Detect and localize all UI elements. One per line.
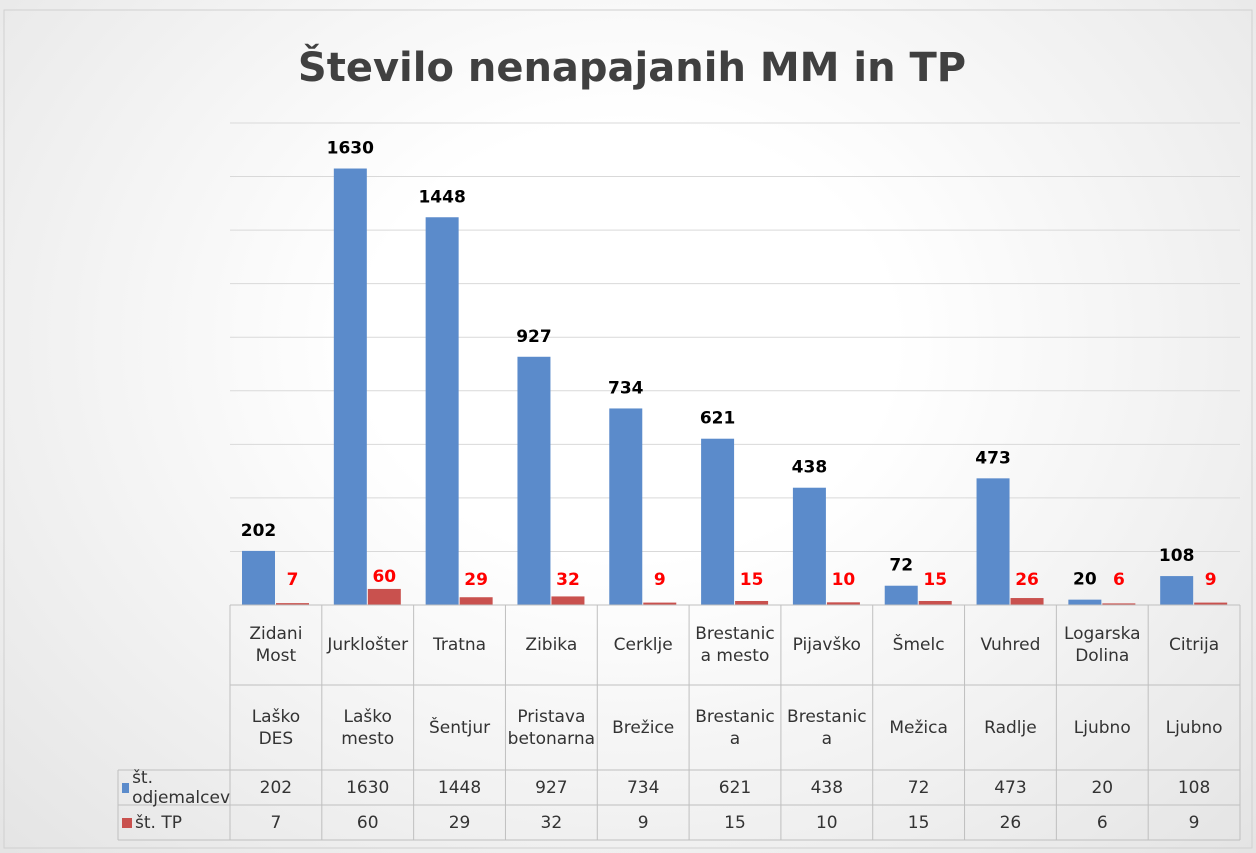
category-label: Vuhred <box>980 635 1041 655</box>
table-value: 20 <box>1091 777 1114 798</box>
table-value: 734 <box>626 777 660 798</box>
legend-entry: št. TP <box>118 805 230 840</box>
bar <box>1068 599 1102 605</box>
chart-title: Število nenapajanih MM in TP <box>298 43 966 91</box>
table-value: 26 <box>999 812 1022 833</box>
category-label: Šentjur <box>428 717 491 738</box>
table-value: 72 <box>907 777 930 798</box>
category-label: Brestanica <box>695 706 775 749</box>
category-label: Pristava betonarna <box>507 706 596 749</box>
category-label: Mežica <box>889 717 948 738</box>
category-label: Pijavško <box>792 635 861 655</box>
table-value: 15 <box>724 812 746 833</box>
table-value: 9 <box>1188 812 1200 833</box>
table-value: 60 <box>356 812 379 833</box>
table-value: 1630 <box>346 777 390 798</box>
category-label: Šmelc <box>892 635 945 655</box>
bar <box>701 438 735 605</box>
data-label: 26 <box>1015 570 1039 590</box>
bar <box>1102 603 1136 605</box>
table-value: 10 <box>815 812 838 833</box>
category-label: Logarska Dolina <box>1063 624 1141 666</box>
bar <box>242 550 275 605</box>
data-label: 15 <box>740 570 764 590</box>
table-value: 202 <box>259 777 293 798</box>
data-label: 9 <box>654 570 666 590</box>
category-label: Brežice <box>612 717 675 738</box>
category-label: Laško mesto <box>341 706 395 749</box>
table-value: 6 <box>1096 812 1108 833</box>
bar <box>609 408 643 605</box>
data-label: 20 <box>1073 570 1097 590</box>
data-label: 734 <box>608 378 644 398</box>
category-label: Zidani Most <box>249 624 303 666</box>
data-label: 1448 <box>418 187 465 207</box>
legend-label: št. odjemalcev <box>132 767 231 808</box>
bar <box>367 588 401 605</box>
table-value: 29 <box>448 812 471 833</box>
category-label: Ljubno <box>1165 717 1223 738</box>
category-label: Zibika <box>525 635 578 655</box>
table-value: 108 <box>1177 777 1211 798</box>
legend-entry: št. odjemalcev <box>118 767 231 808</box>
bar <box>792 487 826 605</box>
bar <box>643 602 677 605</box>
bar <box>333 168 367 605</box>
category-label: Brestanica mesto <box>695 624 775 666</box>
bar <box>517 356 551 605</box>
table-value: 32 <box>540 812 563 833</box>
category-label: Brestanica <box>787 706 867 749</box>
table-value: 15 <box>907 812 930 833</box>
data-label: 1630 <box>327 139 374 159</box>
bar <box>425 217 459 605</box>
data-label: 927 <box>516 327 552 347</box>
bar <box>1010 598 1044 605</box>
bar <box>276 603 309 605</box>
table-value: 7 <box>270 812 282 833</box>
chart-border <box>3 9 1253 849</box>
table-value: 438 <box>810 777 844 798</box>
data-label: 9 <box>1205 570 1217 590</box>
category-label: Jurklošter <box>327 635 409 655</box>
data-label: 438 <box>792 458 828 478</box>
category-label: Radlje <box>984 717 1037 738</box>
bar <box>1194 602 1228 605</box>
table-value: 9 <box>637 812 649 833</box>
data-label: 108 <box>1159 546 1195 566</box>
data-label: 15 <box>923 570 947 590</box>
data-label: 473 <box>975 448 1011 468</box>
data-label: 202 <box>241 521 277 541</box>
bar <box>976 478 1010 605</box>
bar <box>826 602 860 605</box>
bar <box>735 600 769 605</box>
data-label: 60 <box>372 567 396 587</box>
legend-swatch <box>122 782 130 793</box>
data-label: 32 <box>556 570 580 590</box>
bar <box>551 596 585 605</box>
data-label: 621 <box>700 409 736 429</box>
category-label: Ljubno <box>1073 717 1131 738</box>
category-label: Citrija <box>1169 635 1220 655</box>
category-label: Cerklje <box>613 635 673 655</box>
bar <box>1160 576 1194 605</box>
data-label: 6 <box>1113 570 1125 590</box>
bar <box>918 600 952 605</box>
category-label: Laško DES <box>251 706 301 749</box>
table-value: 473 <box>994 777 1027 798</box>
category-label: Tratna <box>432 635 487 655</box>
data-label: 10 <box>832 570 856 590</box>
data-label: 72 <box>889 556 913 576</box>
legend-swatch <box>122 817 132 828</box>
table-value: 927 <box>535 777 568 798</box>
table-value: 1448 <box>437 777 482 798</box>
bar <box>459 597 493 605</box>
legend-label: št. TP <box>135 812 182 833</box>
bar <box>884 585 918 605</box>
data-label: 7 <box>287 570 299 590</box>
table-value: 621 <box>718 777 752 798</box>
data-label: 29 <box>464 570 488 590</box>
